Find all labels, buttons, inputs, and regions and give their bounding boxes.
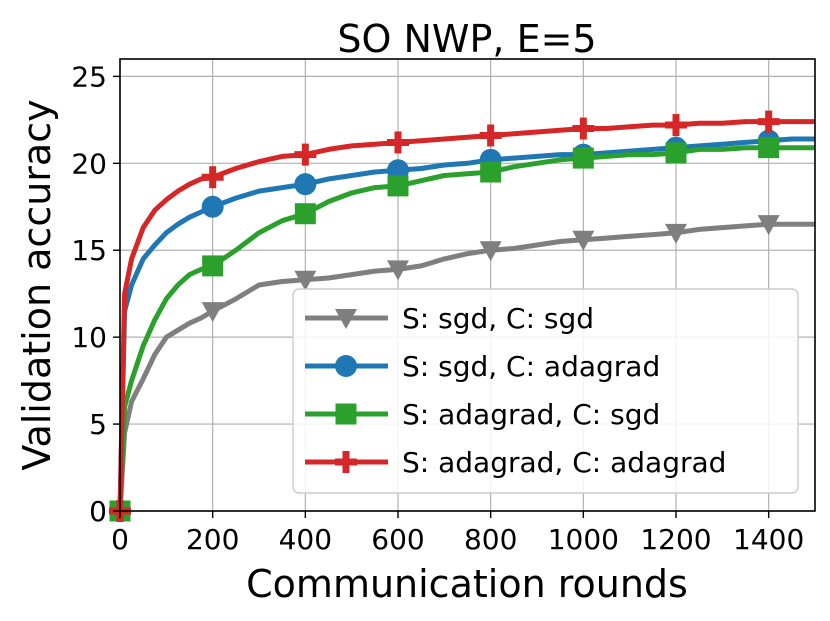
legend-label: S: adagrad, C: adagrad	[402, 446, 726, 479]
data-point-marker	[387, 175, 409, 197]
data-point-marker	[294, 143, 317, 166]
series-plus	[109, 110, 815, 522]
data-point-marker	[387, 131, 409, 154]
series-layer	[109, 110, 815, 522]
legend-entry: S: adagrad, C: adagrad	[305, 446, 726, 479]
y-tick-label: 10	[71, 321, 107, 354]
data-point-marker	[202, 255, 224, 277]
legend-label: S: sgd, C: adagrad	[402, 350, 660, 383]
data-point-marker	[294, 173, 317, 196]
data-point-marker	[572, 230, 595, 251]
data-point-marker	[572, 117, 595, 140]
chart-title: SO NWP, E=5	[337, 17, 596, 61]
y-tick-label: 5	[89, 408, 107, 441]
x-tick-label: 800	[464, 523, 517, 556]
axis-ticks: 0 200 400 600 800 1000 1200 1400 0 5 10 15 20 25	[71, 60, 804, 556]
x-tick-label: 200	[186, 523, 239, 556]
x-tick-label: 400	[279, 523, 332, 556]
legend-marker	[335, 355, 357, 377]
series-square	[109, 137, 815, 522]
data-point-marker	[758, 137, 780, 159]
legend-label: S: adagrad, C: sgd	[402, 398, 660, 431]
data-point-marker	[480, 161, 502, 183]
series-triangle-down	[109, 215, 815, 522]
y-tick-label: 0	[89, 495, 107, 528]
data-point-marker	[201, 195, 224, 218]
x-axis-label: Communication rounds	[246, 562, 688, 606]
data-point-marker	[757, 110, 780, 133]
data-point-marker	[665, 142, 687, 164]
data-point-marker	[479, 241, 502, 262]
legend: S: sgd, C: sgd S: sgd, C: adagrad S: adagr…	[292, 288, 799, 494]
y-tick-label: 25	[71, 60, 107, 93]
data-point-marker	[201, 302, 224, 323]
legend-entry: S: sgd, C: sgd	[305, 302, 594, 335]
data-point-marker	[757, 215, 780, 236]
y-tick-label: 15	[71, 234, 107, 267]
x-tick-label: 0	[111, 523, 129, 556]
data-point-marker	[294, 203, 316, 225]
legend-entry: S: sgd, C: adagrad	[305, 350, 660, 383]
data-point-marker	[294, 270, 317, 291]
data-point-marker	[665, 223, 687, 244]
plot-frame	[119, 58, 816, 512]
x-tick-label: 1000	[548, 523, 619, 556]
x-tick-label: 600	[371, 523, 424, 556]
y-axis-label: Validation accuracy	[15, 99, 59, 470]
legend-box	[292, 288, 799, 494]
y-tick-label: 20	[71, 147, 107, 180]
x-tick-label: 1200	[640, 523, 711, 556]
legend-marker	[335, 403, 357, 425]
legend-marker	[335, 309, 357, 329]
data-point-marker	[479, 124, 502, 147]
data-point-marker	[387, 260, 409, 281]
data-point-marker	[201, 166, 224, 189]
legend-marker	[335, 451, 357, 473]
legend-label: S: sgd, C: sgd	[402, 302, 594, 335]
x-tick-label: 1400	[733, 523, 804, 556]
data-point-marker	[665, 114, 687, 137]
data-point-marker	[572, 147, 594, 169]
legend-entry: S: adagrad, C: sgd	[305, 398, 660, 431]
